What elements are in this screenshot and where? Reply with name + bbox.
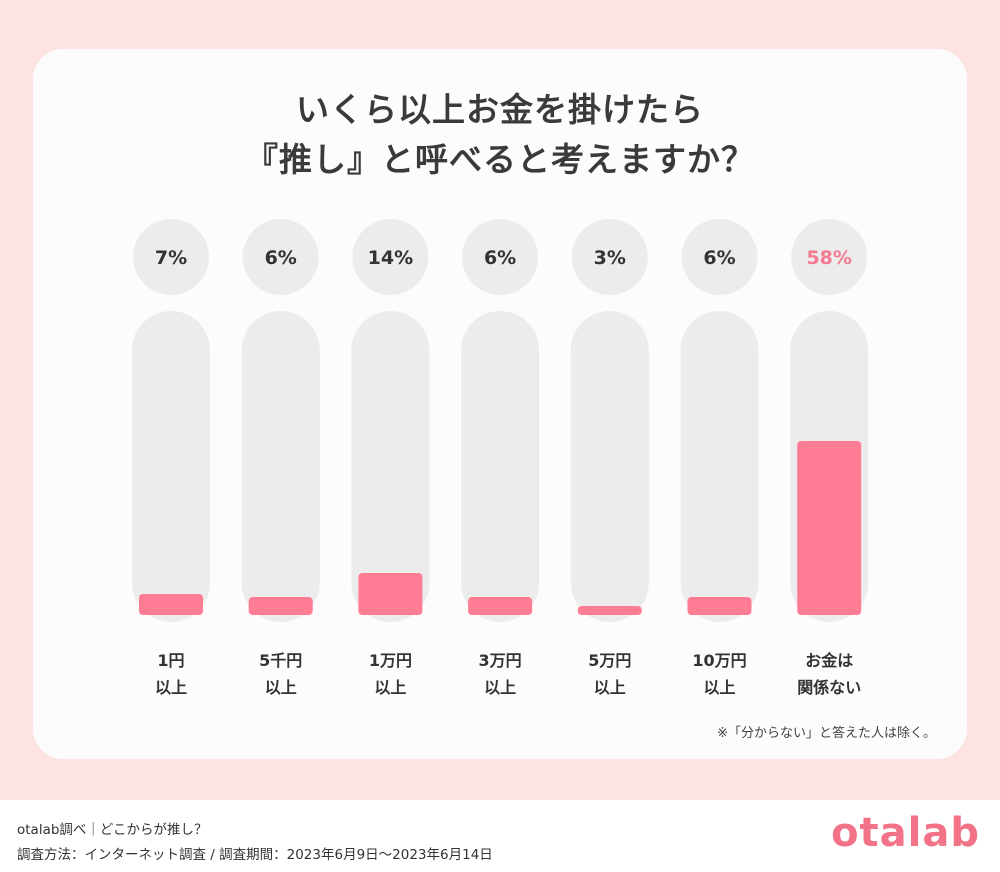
value-label: 6% [703,247,735,269]
bar-track [570,311,649,622]
footnote: ※「分からない」と答えた人は除く。 [717,726,936,741]
value-bubble [571,219,648,295]
value-label: 7% [155,247,187,269]
category-label: 1万円 [369,651,412,670]
category-label: 以上 [265,678,297,697]
bar-track [351,311,430,622]
value-bubble [681,219,758,295]
bar [358,573,423,615]
chart-title-line-2: 『推し』と呼べると考えますか？ [245,140,755,179]
footer: otalab調べ｜どこからが推し？ 調査方法：インターネット調査 / 調査期間：… [0,800,1000,872]
category-label: 1円 [157,651,184,670]
value-bubble [352,219,429,295]
category-label: お金は [805,651,853,670]
category-label: 以上 [374,678,406,697]
bar-track [680,311,759,622]
category-label: 以上 [594,678,626,697]
category-label: 10万円 [692,651,746,670]
value-bubble [242,219,319,295]
bar [577,606,642,615]
bar [248,597,313,615]
category-label: 関係ない [797,678,861,697]
value-label: 6% [484,247,516,269]
survey-method: 調査方法：インターネット調査 / 調査期間：2023年6月9日〜2023年6月1… [17,847,493,863]
bar [797,441,862,615]
category-label: 5千円 [259,651,302,670]
value-bubble [462,219,539,295]
bar-track [241,311,320,622]
chart-title-line-1: いくら以上お金を掛けたら [296,90,704,129]
otalab-logo: otalab [831,810,980,856]
category-label: 5万円 [588,651,631,670]
category-label: 以上 [155,678,187,697]
category-label: 以上 [703,678,735,697]
bar-track [461,311,540,622]
value-bubble [133,219,209,295]
value-label: 14% [368,247,413,269]
category-label: 以上 [484,678,516,697]
bar [687,597,752,615]
value-label: 58% [806,247,851,269]
category-label: 3万円 [479,651,522,670]
value-label: 3% [594,247,626,269]
bar [139,594,203,615]
bar-track [132,311,210,622]
value-bubble [791,219,868,295]
value-label: 6% [265,247,297,269]
survey-source: otalab調べ｜どこからが推し？ [17,822,208,838]
bar [468,597,533,615]
